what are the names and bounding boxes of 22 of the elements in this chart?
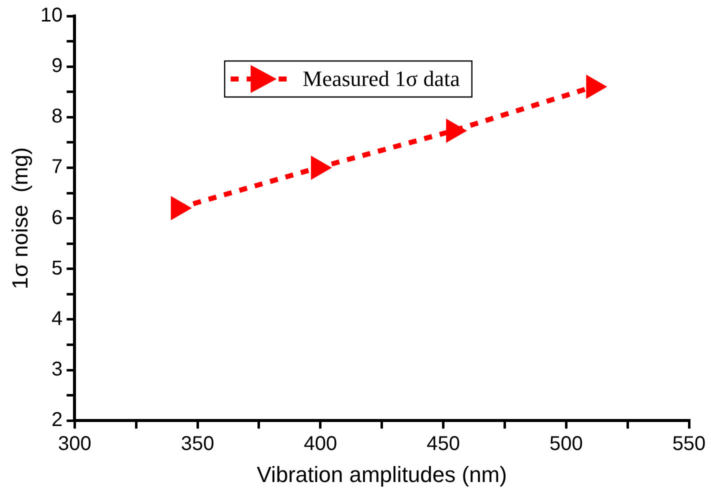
y-tick-label: 4 <box>52 308 63 330</box>
x-tick-label: 550 <box>672 433 706 456</box>
y-tick-label: 2 <box>52 409 63 432</box>
point <box>170 196 192 220</box>
x-tick-label: 450 <box>426 433 460 456</box>
point <box>446 118 468 143</box>
y-tick-label: 8 <box>52 106 63 128</box>
y-tick-label: 3 <box>52 358 63 381</box>
x-axis-title: Vibration amplitudes (nm) <box>256 462 507 487</box>
x-tick-label: 300 <box>58 433 92 456</box>
y-tick-label: 7 <box>52 156 63 178</box>
x-tick-label: 400 <box>304 433 338 456</box>
x-tick-label: 350 <box>180 433 214 456</box>
x-tick-label: 500 <box>549 433 583 456</box>
point <box>310 156 332 180</box>
point <box>586 74 608 99</box>
legend-label: Measured 1σ data <box>302 66 460 91</box>
y-tick-label: 10 <box>40 4 63 27</box>
y-tick-label: 6 <box>52 206 63 229</box>
y-tick-label: 9 <box>52 55 63 78</box>
y-axis-title: 1σ noise (mg) <box>7 147 32 290</box>
y-tick-label: 5 <box>52 257 63 280</box>
